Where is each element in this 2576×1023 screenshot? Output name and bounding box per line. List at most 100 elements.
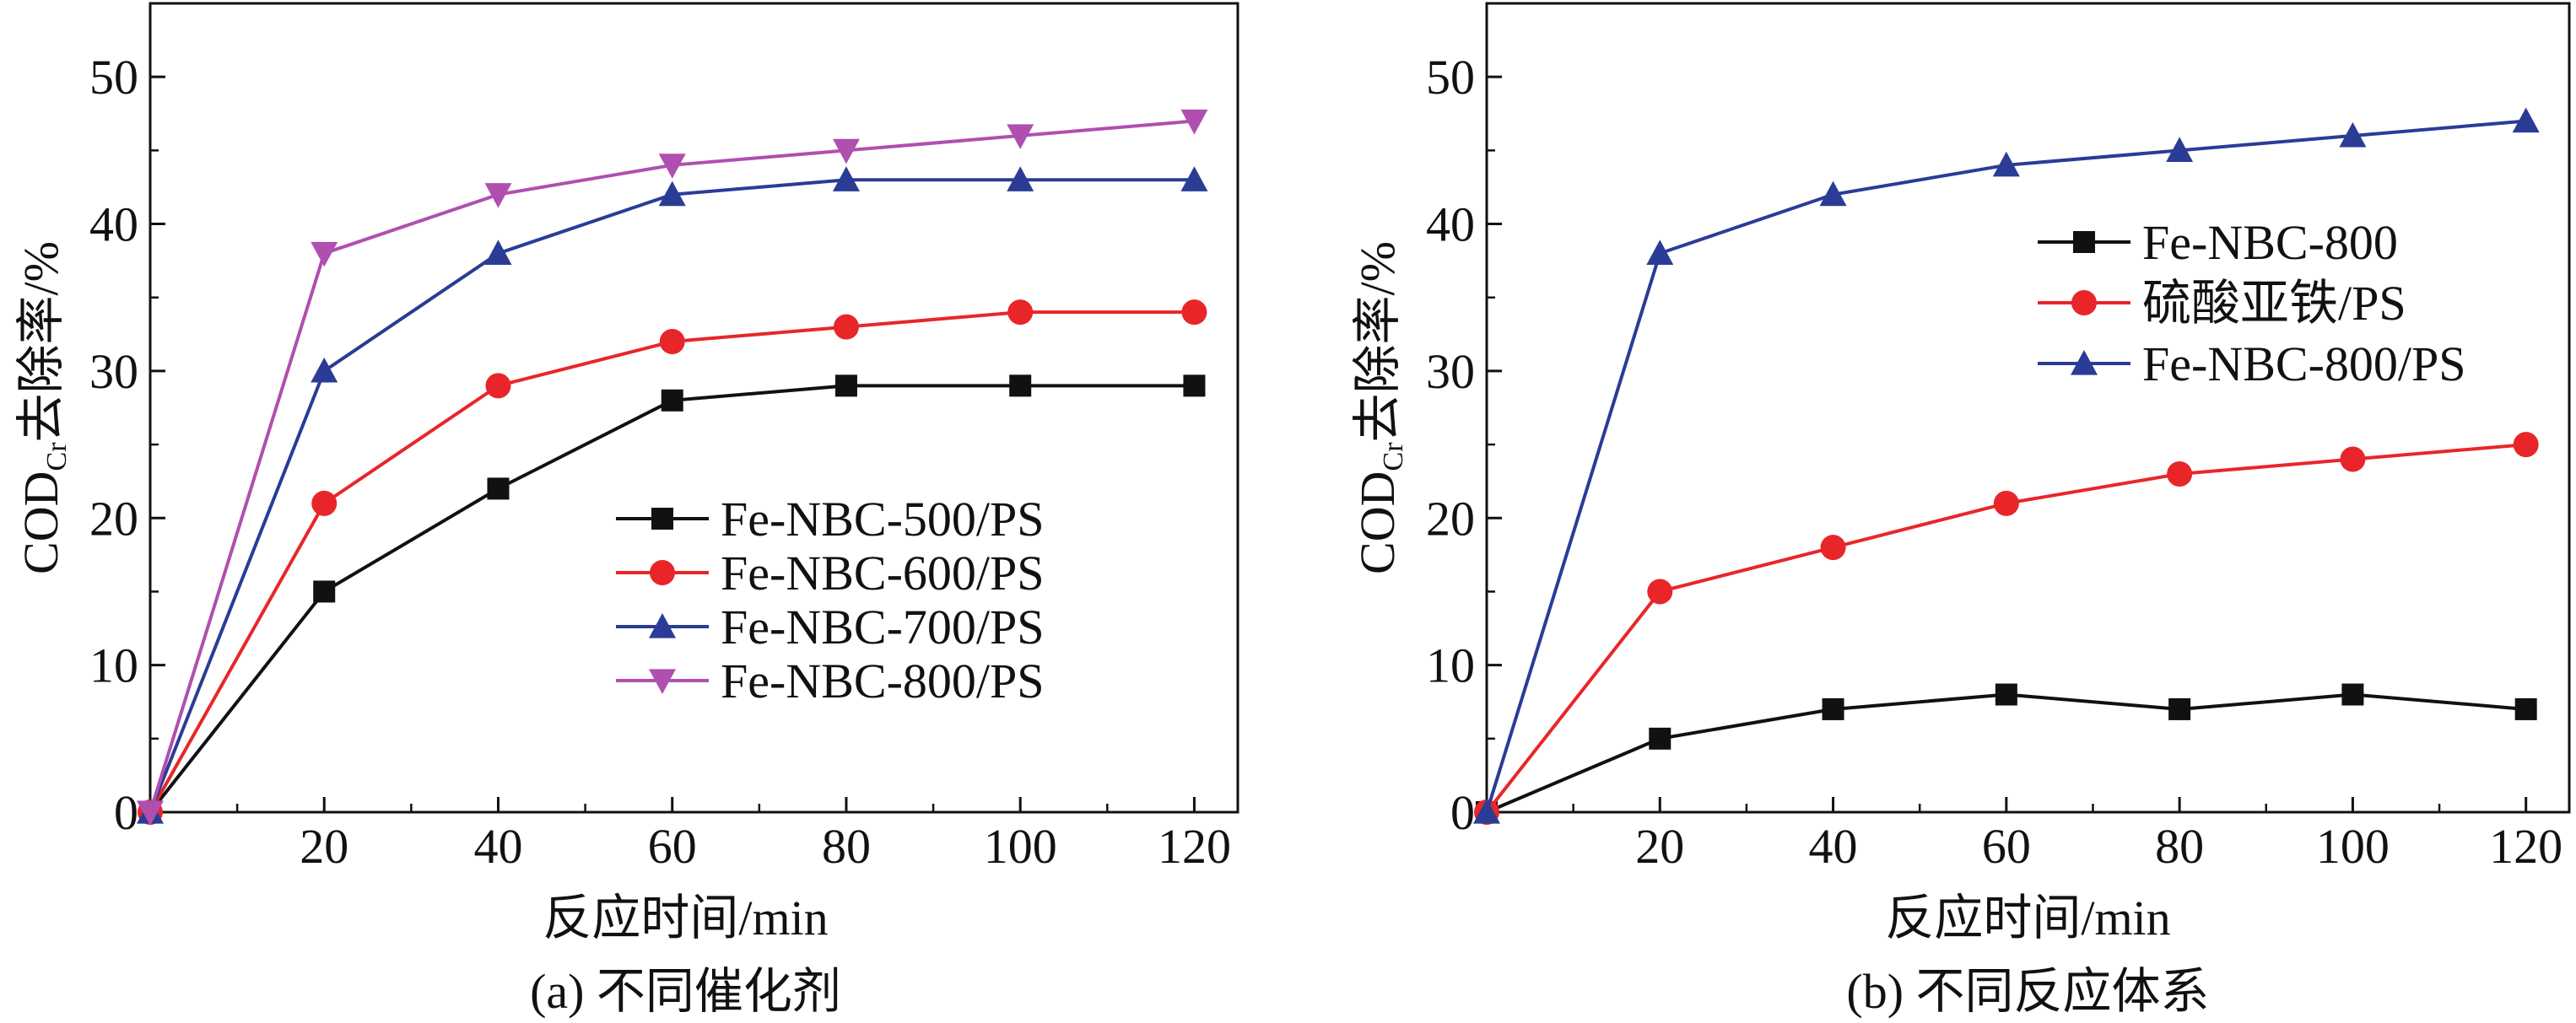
data-point (311, 357, 338, 383)
data-point (137, 800, 164, 826)
legend-label: Fe-NBC-600/PS (721, 546, 1045, 600)
data-point (1183, 374, 1206, 397)
y-tick-label: 20 (89, 491, 138, 546)
data-point (1993, 490, 2019, 516)
series-2 (137, 166, 1208, 824)
series-line (1486, 692, 2526, 814)
panel-caption: (a) 不同催化剂 (530, 964, 841, 1019)
y-tick-label: 30 (89, 344, 138, 399)
legend-marker (649, 613, 676, 638)
legend-label: Fe-NBC-800/PS (721, 654, 1045, 708)
y-axis-title: CODCr去除率/% (1350, 241, 1409, 574)
x-tick-label: 100 (2316, 819, 2390, 874)
legend-label: Fe-NBC-500/PS (721, 492, 1045, 546)
data-point (1009, 374, 1032, 397)
y-tick-label: 40 (1426, 197, 1475, 252)
data-point (1992, 151, 2020, 177)
series-3 (137, 109, 1208, 826)
y-tick-label: 10 (1426, 638, 1475, 693)
legend-marker (651, 508, 673, 530)
x-tick-label: 20 (1635, 819, 1684, 874)
series-0 (139, 374, 1206, 823)
data-point (834, 374, 857, 397)
panel-caption: (b) 不同反应体系 (1846, 964, 2209, 1019)
legend-label: 硫酸亚铁/PS (2142, 276, 2406, 331)
series-line (149, 119, 1195, 813)
series-2 (1473, 107, 2540, 824)
data-point (1181, 299, 1207, 326)
y-axis-title-subscript: Cr (1378, 442, 1409, 471)
legend-marker (2071, 350, 2098, 375)
x-tick-label: 20 (300, 819, 348, 874)
data-point (2167, 460, 2193, 487)
legend-marker (650, 560, 675, 585)
data-point (311, 241, 338, 267)
legend: Fe-NBC-500/PSFe-NBC-600/PSFe-NBC-700/PSF… (616, 492, 1045, 708)
x-tick-label: 80 (2155, 819, 2204, 874)
y-tick-label: 0 (1450, 785, 1475, 840)
y-tick-label: 30 (1426, 344, 1475, 399)
data-point (1180, 109, 1208, 135)
legend-label: Fe-NBC-800/PS (2142, 337, 2466, 391)
data-point (484, 183, 512, 208)
data-point (1646, 240, 1674, 266)
data-point (2512, 107, 2540, 133)
y-tick-label: 0 (114, 785, 138, 840)
legend-label: Fe-NBC-800 (2142, 215, 2398, 270)
x-tick-label: 120 (2489, 819, 2562, 874)
plot-frame (149, 2, 1239, 814)
data-point (311, 490, 338, 516)
data-point (832, 138, 860, 164)
data-point (1180, 166, 1208, 191)
y-tick-label: 10 (89, 638, 138, 693)
y-axis-title: CODCr去除率/% (14, 241, 73, 574)
data-point (1649, 727, 1671, 750)
data-point (1820, 535, 1846, 561)
data-point (1473, 799, 1500, 824)
data-point (487, 477, 510, 500)
data-point (832, 166, 860, 191)
series-1 (1474, 432, 2539, 825)
x-tick-label: 120 (1158, 819, 1231, 874)
plot-frame (1485, 2, 2571, 814)
data-point (1995, 683, 2017, 706)
data-point (2340, 446, 2366, 472)
data-point (1007, 299, 1034, 326)
data-point (2166, 137, 2194, 162)
data-point (1822, 697, 1844, 720)
data-point (1007, 124, 1034, 149)
data-point (2339, 121, 2367, 148)
y-axis-title-rest: 去除率/% (14, 241, 68, 442)
series-1 (138, 299, 1207, 825)
y-axis-title-subscript: Cr (41, 442, 73, 471)
data-point (1007, 166, 1034, 191)
data-point (1819, 180, 1847, 207)
data-point (313, 580, 336, 603)
y-axis-title-rest: 去除率/% (1350, 241, 1405, 442)
y-tick-label: 50 (89, 50, 138, 105)
x-tick-label: 100 (984, 819, 1057, 874)
x-axis-title: 反应时间/min (1885, 891, 2170, 945)
x-tick-label: 80 (822, 819, 871, 874)
data-point (658, 180, 686, 207)
data-point (485, 373, 511, 399)
legend: Fe-NBC-800 硫酸亚铁/PS Fe-NBC-800/PS (2038, 215, 2466, 391)
data-point (659, 329, 685, 355)
x-tick-label: 60 (648, 819, 697, 874)
legend-label: Fe-NBC-700/PS (721, 600, 1045, 654)
legend-marker (649, 669, 676, 694)
y-tick-label: 40 (89, 197, 138, 252)
data-point (833, 314, 859, 340)
data-point (2341, 683, 2364, 706)
legend-marker (2073, 231, 2095, 253)
data-point (2514, 697, 2537, 720)
data-point (658, 153, 686, 179)
y-tick-label: 20 (1426, 491, 1475, 546)
x-axis-title: 反应时间/min (543, 891, 828, 945)
data-point (2513, 432, 2539, 458)
x-tick-label: 40 (1809, 819, 1858, 874)
data-point (484, 240, 512, 266)
y-tick-label: 50 (1426, 50, 1475, 105)
data-point (2168, 697, 2191, 720)
